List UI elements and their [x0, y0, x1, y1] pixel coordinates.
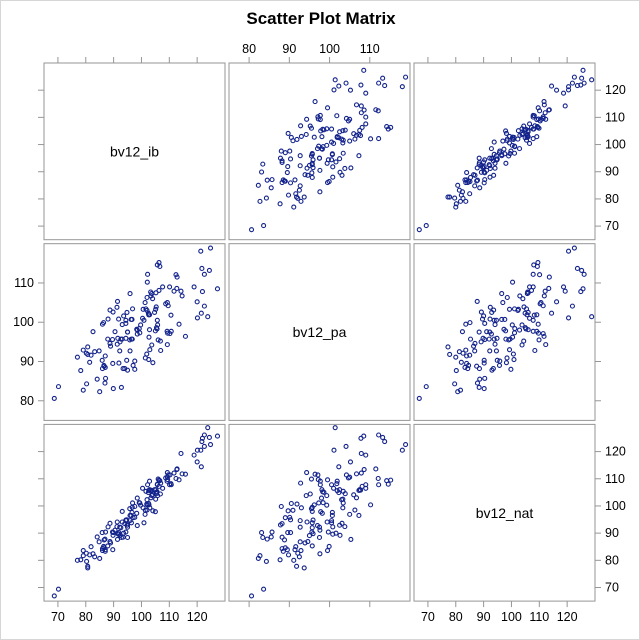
svg-text:70: 70 — [605, 219, 619, 233]
svg-text:90: 90 — [477, 610, 491, 624]
svg-text:70: 70 — [51, 610, 65, 624]
svg-text:110: 110 — [605, 110, 625, 124]
svg-text:110: 110 — [159, 610, 179, 624]
svg-text:110: 110 — [605, 472, 625, 486]
svg-text:80: 80 — [79, 610, 93, 624]
svg-text:120: 120 — [187, 610, 208, 624]
svg-text:90: 90 — [20, 355, 34, 369]
svg-text:90: 90 — [282, 42, 296, 56]
svg-text:70: 70 — [605, 581, 619, 595]
svg-text:90: 90 — [605, 526, 619, 540]
svg-text:120: 120 — [605, 445, 626, 459]
svg-text:bv12_pa: bv12_pa — [293, 324, 347, 340]
svg-text:70: 70 — [421, 610, 435, 624]
svg-text:90: 90 — [605, 165, 619, 179]
svg-text:90: 90 — [107, 610, 121, 624]
svg-text:80: 80 — [605, 192, 619, 206]
svg-text:110: 110 — [360, 42, 380, 56]
svg-text:120: 120 — [605, 83, 626, 97]
svg-text:80: 80 — [605, 553, 619, 567]
svg-text:100: 100 — [605, 499, 626, 513]
svg-text:80: 80 — [20, 394, 34, 408]
svg-text:100: 100 — [131, 610, 152, 624]
svg-text:120: 120 — [557, 610, 578, 624]
svg-text:110: 110 — [14, 276, 34, 290]
svg-text:bv12_ib: bv12_ib — [110, 143, 159, 159]
svg-text:80: 80 — [449, 610, 463, 624]
svg-text:100: 100 — [319, 42, 340, 56]
svg-text:100: 100 — [13, 315, 34, 329]
svg-text:bv12_nat: bv12_nat — [476, 505, 534, 521]
svg-text:80: 80 — [242, 42, 256, 56]
svg-text:110: 110 — [529, 610, 549, 624]
svg-text:100: 100 — [605, 138, 626, 152]
svg-text:100: 100 — [501, 610, 522, 624]
